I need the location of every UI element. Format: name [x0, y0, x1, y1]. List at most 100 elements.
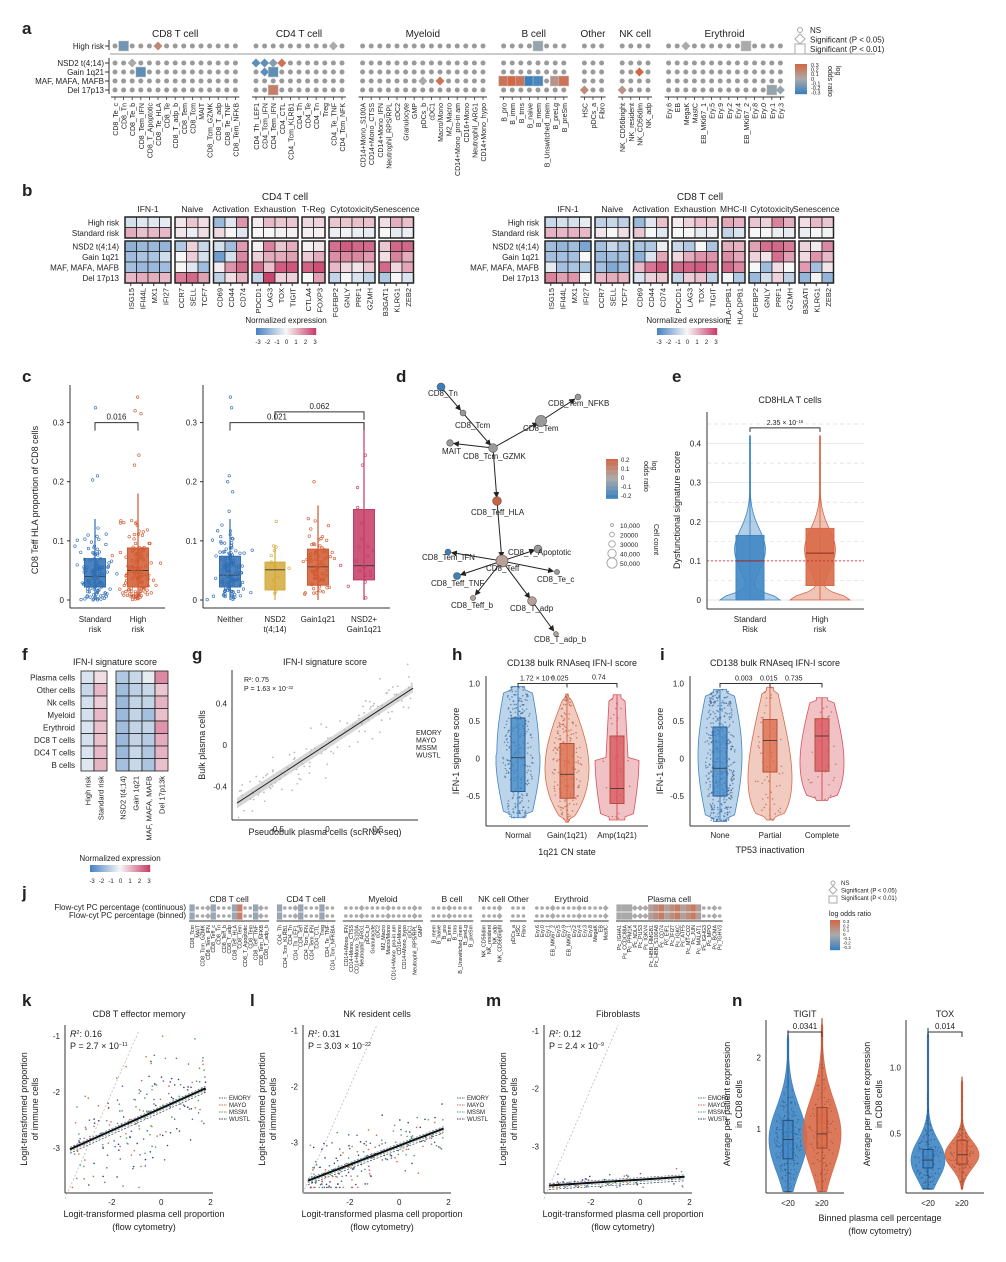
data-point: [711, 809, 713, 811]
data-point: [809, 1127, 811, 1129]
data-point: [234, 568, 238, 573]
data-point: [572, 732, 575, 735]
colorbar-segment: [121, 865, 123, 872]
colorbar-segment: [830, 932, 840, 934]
data-point: [240, 580, 245, 585]
data-point: [402, 1150, 404, 1152]
data-point: [554, 794, 557, 796]
data-point: [709, 786, 711, 788]
column-label: Ery.2: [727, 103, 734, 119]
data-point: [138, 595, 142, 599]
x-tick-label: Gain(1q21): [547, 831, 587, 840]
heatmap-cell: [633, 227, 646, 239]
heatmap-cell: [733, 251, 746, 263]
heatmap-cell: [378, 227, 391, 239]
data-point: [530, 733, 532, 736]
data-point: [922, 1136, 924, 1138]
heatmap-cell: [390, 261, 403, 273]
data-point: [932, 1169, 934, 1171]
data-point: [223, 541, 227, 545]
colorbar-segment: [91, 865, 93, 872]
heatmap-cell: [236, 251, 249, 263]
data-point: [724, 801, 727, 804]
data-point: [324, 573, 328, 577]
column-label: Pc_IGKC: [675, 925, 681, 947]
data-point: [731, 782, 734, 785]
ns-dot: [330, 914, 335, 918]
data-point: [708, 716, 711, 719]
colorbar-segment: [830, 935, 840, 937]
column-label: Ery.1: [545, 925, 551, 937]
data-point: [521, 694, 524, 697]
data-point: [99, 585, 104, 589]
heatmap-cell: [656, 240, 669, 252]
data-point: [824, 1162, 826, 1164]
data-point: [953, 1152, 955, 1154]
heatmap-cell: [798, 227, 811, 239]
data-point: [962, 1180, 964, 1183]
heatmap-cell: [633, 251, 646, 263]
colorbar-segment: [302, 328, 304, 335]
data-point: [371, 548, 375, 552]
significant-square: [616, 912, 622, 920]
heatmap-cell: [378, 251, 391, 263]
data-point: [230, 541, 234, 545]
colorbar-segment: [606, 463, 618, 465]
size-legend-label: 50,000: [620, 561, 640, 568]
data-point: [705, 732, 708, 735]
significant-square: [685, 912, 691, 920]
data-point: [407, 1148, 410, 1151]
box: [735, 534, 765, 601]
colorbar-segment: [696, 328, 698, 335]
data-point: [303, 592, 307, 596]
data-point: [125, 1132, 127, 1135]
site-fit-line: [548, 1180, 685, 1190]
data-point: [314, 557, 318, 561]
data-point: [519, 697, 522, 700]
data-point: [709, 814, 712, 816]
heatmap-cell: [556, 272, 569, 284]
data-point: [202, 1056, 204, 1059]
ns-dot: [215, 60, 221, 66]
data-point: [562, 740, 565, 743]
colorbar-segment: [291, 328, 293, 335]
group-label: T-Reg: [302, 204, 325, 214]
data-point: [90, 572, 94, 576]
colorbar-segment: [259, 328, 261, 335]
data-point: [918, 1142, 920, 1145]
data-point: [240, 789, 242, 792]
y-tick-label: -2: [53, 1088, 61, 1097]
data-point: [917, 1150, 919, 1152]
data-point: [764, 691, 766, 694]
significant-square: [740, 40, 752, 52]
heatmap-cell: [224, 261, 237, 273]
data-point: [169, 1131, 172, 1134]
heatmap-cell: [567, 240, 580, 252]
data-point: [727, 690, 729, 693]
x-tick-label: 2: [446, 1198, 451, 1207]
data-point: [768, 780, 770, 783]
data-point: [139, 1153, 141, 1156]
colorbar-segment: [285, 328, 287, 335]
ns-dot: [112, 69, 118, 75]
data-point: [520, 793, 523, 795]
data-point: [725, 798, 728, 801]
heatmap-cell: [401, 240, 414, 252]
column-label: Neutrophil_ARG1: [472, 103, 479, 158]
data-point: [228, 529, 233, 533]
data-point: [338, 720, 341, 722]
data-point: [612, 713, 615, 716]
group-label: CD4 T cell: [276, 29, 322, 40]
data-point: [528, 712, 531, 715]
data-point: [776, 1120, 778, 1122]
data-point: [280, 771, 283, 774]
data-point: [949, 1147, 952, 1149]
heatmap-cell: [159, 227, 172, 239]
heatmap-cell: [301, 251, 314, 263]
node-label: CD8_Tem_NFKB: [548, 399, 609, 408]
data-point: [172, 1097, 174, 1100]
ns-dot: [700, 43, 706, 49]
ns-dot: [526, 69, 532, 75]
data-point: [793, 1147, 795, 1150]
x-tick-label: 0: [159, 1198, 164, 1207]
